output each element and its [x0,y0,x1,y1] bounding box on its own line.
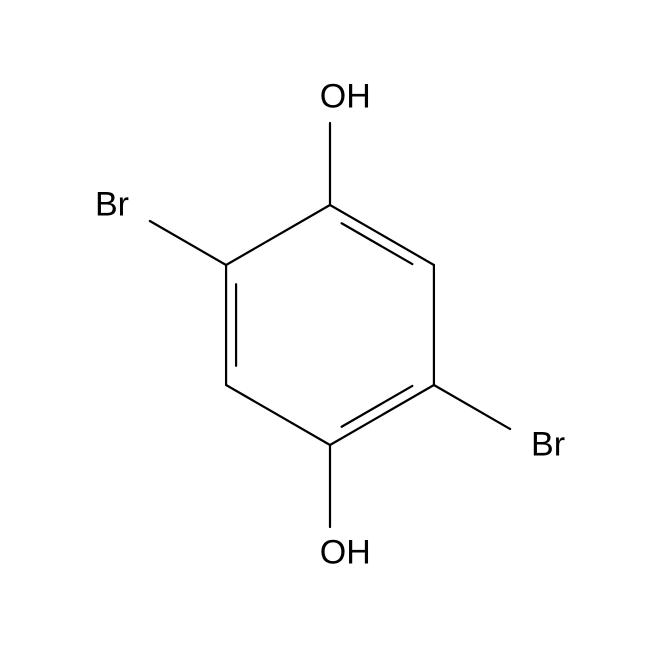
label-br-right: Br [531,426,565,465]
molecule-diagram: OH Br OH Br [0,0,650,650]
label-oh-bottom: OH [320,534,371,573]
label-br-left: Br [95,186,129,225]
label-oh-top: OH [320,78,371,117]
